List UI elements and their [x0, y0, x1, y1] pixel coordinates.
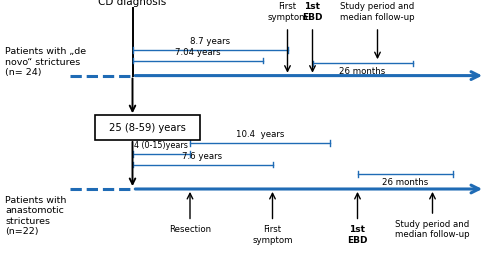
- Text: 1st
EBD: 1st EBD: [347, 225, 368, 245]
- Text: 1st
EBD: 1st EBD: [302, 2, 323, 22]
- Text: First
symptom: First symptom: [267, 2, 308, 22]
- Text: 4 (0-15)years: 4 (0-15)years: [134, 141, 188, 150]
- Text: 10.4  years: 10.4 years: [236, 130, 284, 139]
- Text: 26 months: 26 months: [340, 68, 386, 76]
- Text: CD diagnosis: CD diagnosis: [98, 0, 166, 7]
- Text: Patients with „de
novo“ strictures
(n= 24): Patients with „de novo“ strictures (n= 2…: [5, 47, 86, 77]
- Text: 25 (8-59) years: 25 (8-59) years: [109, 123, 186, 133]
- Text: Study period and
median follow-up: Study period and median follow-up: [340, 2, 415, 22]
- Text: Patients with
anastomotic
strictures
(n=22): Patients with anastomotic strictures (n=…: [5, 196, 66, 236]
- Text: 7.04 years: 7.04 years: [174, 48, 220, 57]
- FancyBboxPatch shape: [95, 115, 200, 140]
- Text: Resection: Resection: [169, 225, 211, 234]
- Text: 7.6 years: 7.6 years: [182, 152, 222, 161]
- Text: First
symptom: First symptom: [252, 225, 293, 245]
- Text: 8.7 years: 8.7 years: [190, 37, 230, 46]
- Text: 26 months: 26 months: [382, 178, 428, 187]
- Text: Study period and
median follow-up: Study period and median follow-up: [395, 220, 470, 239]
